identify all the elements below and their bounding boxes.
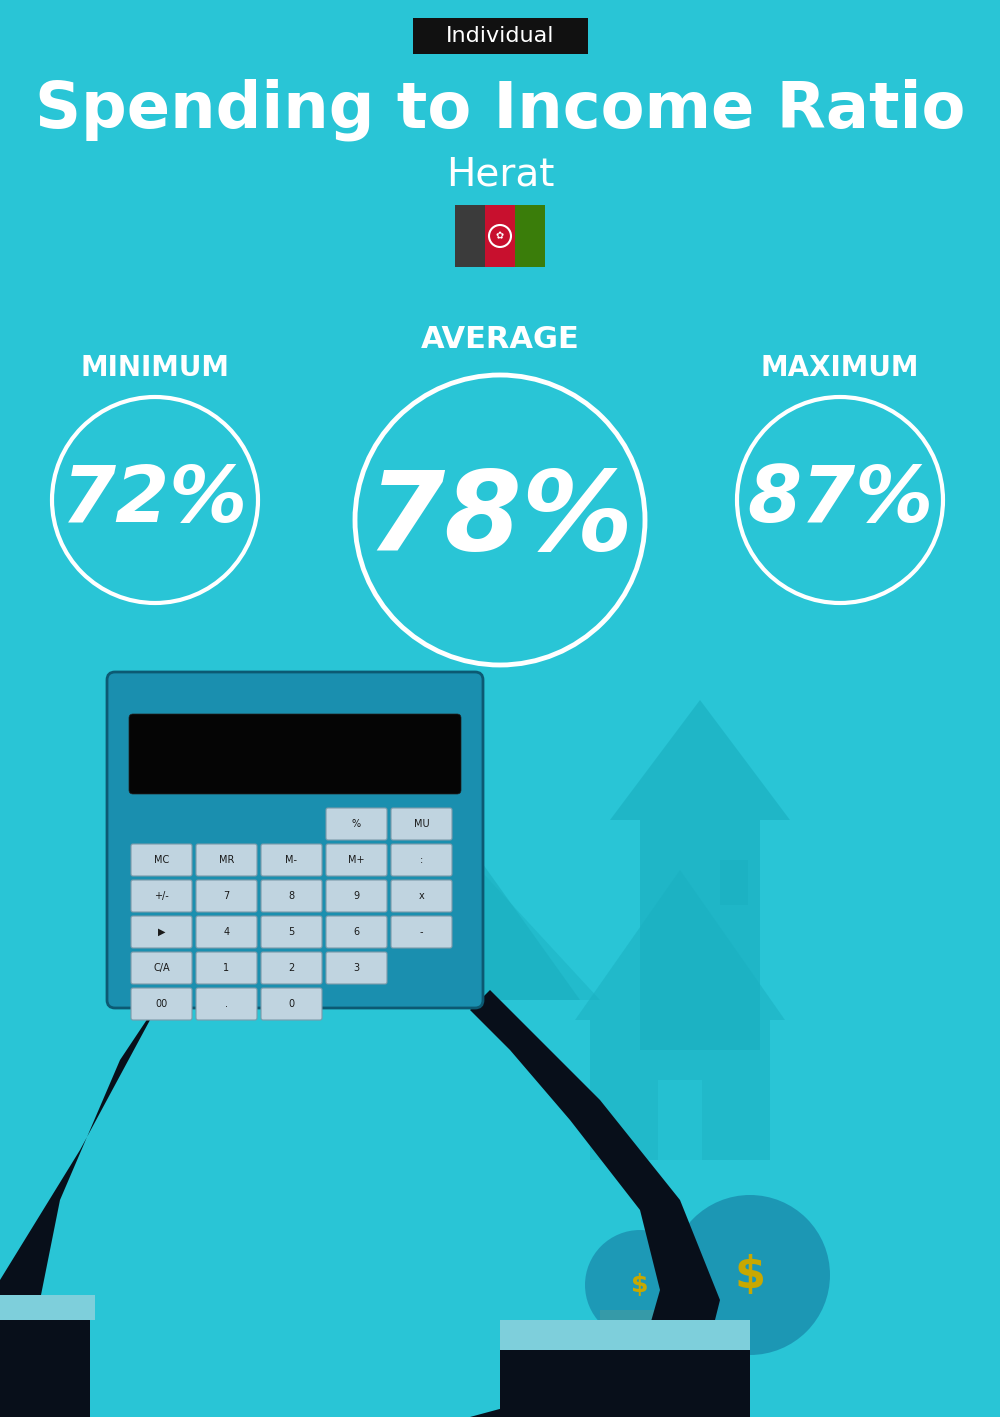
Text: 72%: 72% — [62, 462, 248, 538]
Text: 78%: 78% — [367, 466, 633, 574]
Text: Spending to Income Ratio: Spending to Income Ratio — [35, 79, 965, 142]
Polygon shape — [280, 791, 580, 1000]
Text: 9: 9 — [353, 891, 360, 901]
Polygon shape — [0, 920, 230, 1417]
Text: :: : — [420, 854, 423, 864]
FancyBboxPatch shape — [107, 672, 483, 1007]
Polygon shape — [0, 1321, 90, 1417]
Text: M-: M- — [286, 854, 298, 864]
Bar — [600, 1309, 710, 1355]
Bar — [590, 1020, 770, 1161]
Bar — [658, 1080, 702, 1161]
FancyBboxPatch shape — [131, 845, 192, 876]
FancyBboxPatch shape — [326, 915, 387, 948]
Text: C/A: C/A — [153, 964, 170, 973]
Bar — [720, 860, 748, 905]
Circle shape — [670, 1195, 830, 1355]
Text: .: . — [225, 999, 228, 1009]
Bar — [413, 18, 588, 54]
FancyBboxPatch shape — [196, 988, 257, 1020]
Text: ▶: ▶ — [158, 927, 165, 937]
Text: 87%: 87% — [747, 462, 933, 538]
Polygon shape — [610, 700, 790, 1050]
FancyBboxPatch shape — [129, 714, 461, 794]
Text: Herat: Herat — [446, 156, 554, 194]
Text: 8: 8 — [288, 891, 295, 901]
FancyBboxPatch shape — [261, 880, 322, 913]
Text: ✿: ✿ — [496, 231, 504, 241]
Text: 00: 00 — [155, 999, 168, 1009]
FancyBboxPatch shape — [196, 915, 257, 948]
FancyBboxPatch shape — [196, 880, 257, 913]
Text: 1: 1 — [223, 964, 230, 973]
Text: 2: 2 — [288, 964, 295, 973]
Bar — [515, 205, 545, 266]
FancyBboxPatch shape — [326, 952, 387, 983]
FancyBboxPatch shape — [196, 845, 257, 876]
FancyBboxPatch shape — [261, 952, 322, 983]
FancyBboxPatch shape — [131, 988, 192, 1020]
Circle shape — [585, 1230, 695, 1340]
FancyBboxPatch shape — [391, 915, 452, 948]
FancyBboxPatch shape — [131, 915, 192, 948]
Text: 6: 6 — [353, 927, 360, 937]
FancyBboxPatch shape — [261, 988, 322, 1020]
Text: 4: 4 — [223, 927, 230, 937]
Polygon shape — [575, 870, 785, 1020]
FancyBboxPatch shape — [326, 845, 387, 876]
FancyBboxPatch shape — [326, 808, 387, 840]
Text: 3: 3 — [353, 964, 360, 973]
Text: MC: MC — [154, 854, 169, 864]
Polygon shape — [500, 1321, 750, 1350]
FancyBboxPatch shape — [261, 845, 322, 876]
Polygon shape — [0, 1295, 95, 1321]
FancyBboxPatch shape — [131, 880, 192, 913]
Polygon shape — [500, 1350, 750, 1417]
Bar — [603, 1355, 707, 1360]
Text: MU: MU — [414, 819, 429, 829]
Polygon shape — [360, 870, 600, 1000]
FancyBboxPatch shape — [196, 952, 257, 983]
FancyBboxPatch shape — [261, 915, 322, 948]
Text: $: $ — [734, 1254, 766, 1297]
FancyBboxPatch shape — [326, 880, 387, 913]
Text: MINIMUM: MINIMUM — [80, 354, 230, 383]
Text: Individual: Individual — [446, 26, 554, 45]
Bar — [455, 205, 485, 266]
Bar — [485, 205, 515, 266]
Text: -: - — [420, 927, 423, 937]
FancyBboxPatch shape — [391, 808, 452, 840]
Text: $: $ — [631, 1272, 649, 1297]
FancyBboxPatch shape — [391, 845, 452, 876]
Text: 0: 0 — [288, 999, 295, 1009]
Text: M+: M+ — [348, 854, 365, 864]
Text: MAXIMUM: MAXIMUM — [761, 354, 919, 383]
Text: x: x — [419, 891, 424, 901]
FancyBboxPatch shape — [391, 880, 452, 913]
Text: %: % — [352, 819, 361, 829]
FancyBboxPatch shape — [131, 952, 192, 983]
Text: AVERAGE: AVERAGE — [421, 326, 579, 354]
Text: 5: 5 — [288, 927, 295, 937]
Polygon shape — [470, 990, 720, 1417]
Text: 7: 7 — [223, 891, 230, 901]
Text: +/-: +/- — [154, 891, 169, 901]
Text: MR: MR — [219, 854, 234, 864]
